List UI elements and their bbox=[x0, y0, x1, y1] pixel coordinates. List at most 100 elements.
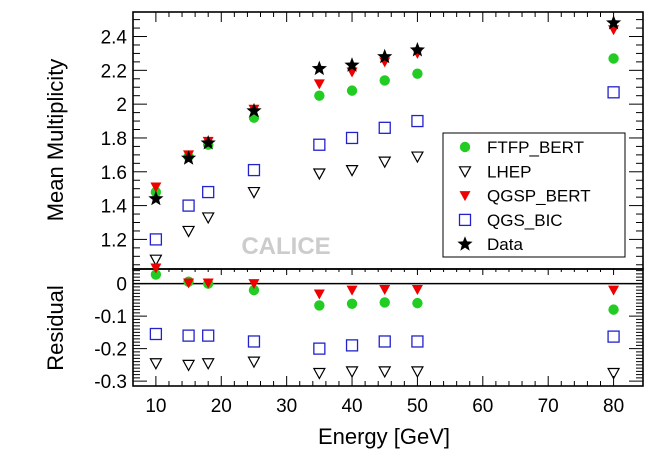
residual-marker-qgsp-bert bbox=[411, 284, 423, 295]
marker-qgs-bic bbox=[313, 138, 326, 151]
residual-marker-qgs-bic bbox=[247, 335, 261, 348]
marker-lhep bbox=[378, 156, 392, 169]
y-tick-label: -0.3 bbox=[94, 372, 127, 393]
x-tick-label: 10 bbox=[145, 396, 166, 417]
marker-qgs-bic bbox=[149, 233, 163, 246]
x-tick-label: 50 bbox=[407, 396, 428, 417]
marker-data bbox=[409, 42, 425, 57]
marker-data bbox=[148, 190, 164, 206]
residual-marker-qgs-bic bbox=[607, 330, 620, 343]
y-tick-label: 2.4 bbox=[101, 28, 128, 49]
y-tick-label: 1.4 bbox=[101, 197, 128, 218]
marker-qgs-bic bbox=[345, 131, 359, 145]
residual-marker-ftfp-bert bbox=[412, 297, 423, 309]
legend-box bbox=[442, 132, 626, 258]
x-tick-label: 40 bbox=[341, 396, 362, 417]
bottom-panel-markers bbox=[149, 263, 621, 380]
marker-data bbox=[246, 102, 262, 118]
bottom-y-axis: 0 -0.1 -0.2 -0.3 bbox=[94, 270, 643, 393]
legend-marker-qgs-bic bbox=[458, 213, 472, 227]
residual-marker-lhep bbox=[182, 359, 196, 372]
y-tick-label: 1.2 bbox=[101, 230, 127, 251]
residual-marker-ftfp-bert bbox=[379, 297, 390, 308]
marker-lhep bbox=[182, 225, 196, 238]
legend-marker-ftfp-bert bbox=[459, 141, 471, 153]
watermark: CALICE bbox=[241, 233, 330, 260]
residual-marker-ftfp-bert bbox=[608, 304, 619, 315]
marker-qgs-bic bbox=[182, 199, 195, 212]
x-tick-label: 80 bbox=[603, 396, 624, 417]
y-tick-label: -0.2 bbox=[94, 340, 127, 361]
marker-qgs-bic bbox=[247, 163, 261, 177]
residual-marker-qgs-bic bbox=[149, 327, 163, 341]
residual-marker-qgsp-bert bbox=[202, 278, 214, 289]
bottom-panel-frame bbox=[132, 268, 644, 387]
legend-marker-data bbox=[457, 236, 473, 251]
marker-data bbox=[311, 60, 327, 76]
legend-label-ftfp-bert: FTFP_BERT bbox=[487, 138, 584, 157]
y-tick-label: 0 bbox=[116, 275, 127, 296]
x-tick-label: 20 bbox=[211, 396, 232, 417]
marker-data bbox=[377, 48, 393, 64]
residual-marker-lhep bbox=[247, 356, 261, 369]
marker-lhep bbox=[410, 151, 424, 164]
marker-data bbox=[200, 135, 216, 150]
marker-ftfp-bert bbox=[346, 85, 358, 96]
marker-ftfp-bert bbox=[608, 53, 619, 64]
legend-marker-lhep bbox=[458, 166, 472, 179]
marker-data bbox=[181, 150, 197, 165]
y-tick-label: 1.8 bbox=[101, 129, 127, 150]
residual-marker-ftfp-bert bbox=[248, 284, 260, 296]
legend-marker-qgsp-bert bbox=[459, 191, 471, 202]
residual-marker-lhep bbox=[607, 367, 621, 380]
marker-qgs-bic bbox=[607, 86, 620, 99]
residual-marker-qgs-bic bbox=[313, 342, 326, 355]
residual-marker-qgsp-bert bbox=[379, 284, 391, 295]
marker-qgsp-bert bbox=[313, 79, 325, 90]
residual-marker-lhep bbox=[410, 366, 424, 379]
legend: FTFP_BERT LHEP QGSP_BERT QGS_BIC Data bbox=[442, 132, 626, 258]
x-axis: 10 20 30 40 50 60 70 80 bbox=[145, 12, 624, 417]
residual-marker-qgs-bic bbox=[345, 339, 359, 352]
marker-ftfp-bert bbox=[314, 90, 325, 101]
marker-qgs-bic bbox=[411, 114, 424, 128]
bottom-y-axis-label: Residual bbox=[43, 285, 68, 371]
y-tick-label: 2 bbox=[116, 95, 127, 116]
marker-qgs-bic bbox=[202, 185, 215, 199]
y-tick-label: -0.1 bbox=[94, 307, 127, 328]
residual-marker-qgsp-bert bbox=[150, 263, 162, 274]
residual-marker-lhep bbox=[149, 358, 163, 370]
top-y-axis: 1.2 1.4 1.6 1.8 2 2.2 2.4 bbox=[101, 19, 643, 266]
residual-marker-qgsp-bert bbox=[313, 289, 325, 300]
residual-marker-qgs-bic bbox=[411, 335, 424, 348]
residual-marker-qgsp-bert bbox=[248, 279, 260, 290]
marker-data bbox=[606, 15, 622, 30]
marker-lhep bbox=[312, 168, 326, 181]
marker-ftfp-bert bbox=[379, 75, 390, 86]
x-tick-label: 60 bbox=[472, 396, 493, 417]
marker-ftfp-bert bbox=[412, 68, 423, 79]
x-tick-label: 70 bbox=[538, 396, 559, 417]
residual-marker-qgsp-bert bbox=[608, 285, 620, 296]
marker-qgsp-bert bbox=[150, 182, 162, 193]
residual-marker-ftfp-bert bbox=[346, 298, 358, 309]
residual-marker-qgs-bic bbox=[202, 329, 215, 342]
residual-marker-ftfp-bert bbox=[314, 300, 325, 311]
y-tick-label: 2.2 bbox=[101, 61, 127, 82]
residual-marker-qgsp-bert bbox=[183, 278, 195, 289]
marker-lhep bbox=[201, 212, 215, 225]
legend-label-data: Data bbox=[487, 235, 523, 254]
legend-label-qgsp-bert: QGSP_BERT bbox=[487, 187, 591, 206]
residual-marker-lhep bbox=[345, 366, 359, 379]
residual-marker-ftfp-bert bbox=[150, 269, 162, 280]
residual-marker-lhep bbox=[201, 358, 215, 370]
marker-lhep bbox=[149, 254, 163, 267]
marker-data bbox=[344, 57, 360, 72]
residual-marker-qgs-bic bbox=[378, 335, 391, 348]
top-y-axis-label: Mean Multiplicity bbox=[43, 59, 68, 222]
marker-qgs-bic bbox=[378, 121, 391, 134]
marker-lhep bbox=[247, 186, 261, 199]
legend-label-lhep: LHEP bbox=[487, 162, 531, 181]
marker-lhep bbox=[345, 164, 359, 177]
